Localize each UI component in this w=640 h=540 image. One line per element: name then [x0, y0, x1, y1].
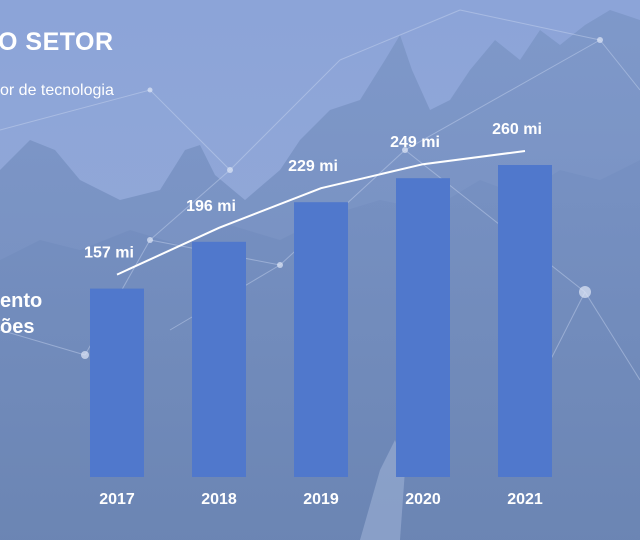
side-label-line-2: ões	[0, 316, 35, 338]
x-tick-label-2020: 2020	[405, 491, 441, 508]
x-tick-label-2017: 2017	[99, 491, 135, 508]
data-label-2019: 229 mi	[288, 158, 338, 175]
data-label-2021: 260 mi	[492, 121, 542, 138]
page-subtitle: or de tecnologia	[0, 82, 114, 99]
bar-2017	[90, 288, 144, 477]
network-nodes	[81, 37, 603, 359]
road	[360, 440, 405, 540]
bar-2020	[396, 178, 450, 477]
data-label-2020: 249 mi	[390, 134, 440, 151]
trend-group	[116, 150, 526, 276]
side-label-line-1: ento	[0, 290, 43, 312]
bar-2021	[498, 165, 552, 477]
data-label-2017: 157 mi	[84, 245, 134, 262]
x-tick-labels-group: 2017 2018 2019 2020 2021	[99, 491, 543, 508]
page-title: O SETOR	[0, 28, 114, 56]
x-tick-label-2019: 2019	[303, 491, 339, 508]
data-label-2018: 196 mi	[186, 198, 236, 215]
x-tick-label-2018: 2018	[201, 491, 237, 508]
bar-2019	[294, 202, 348, 477]
trend-line	[116, 150, 526, 276]
bar-2018	[192, 241, 246, 477]
side-label: ento ões	[0, 288, 42, 340]
bars-group	[90, 165, 552, 477]
x-tick-label-2021: 2021	[507, 491, 543, 508]
value-labels-group: 157 mi 196 mi 229 mi 249 mi 260 mi	[84, 121, 542, 262]
